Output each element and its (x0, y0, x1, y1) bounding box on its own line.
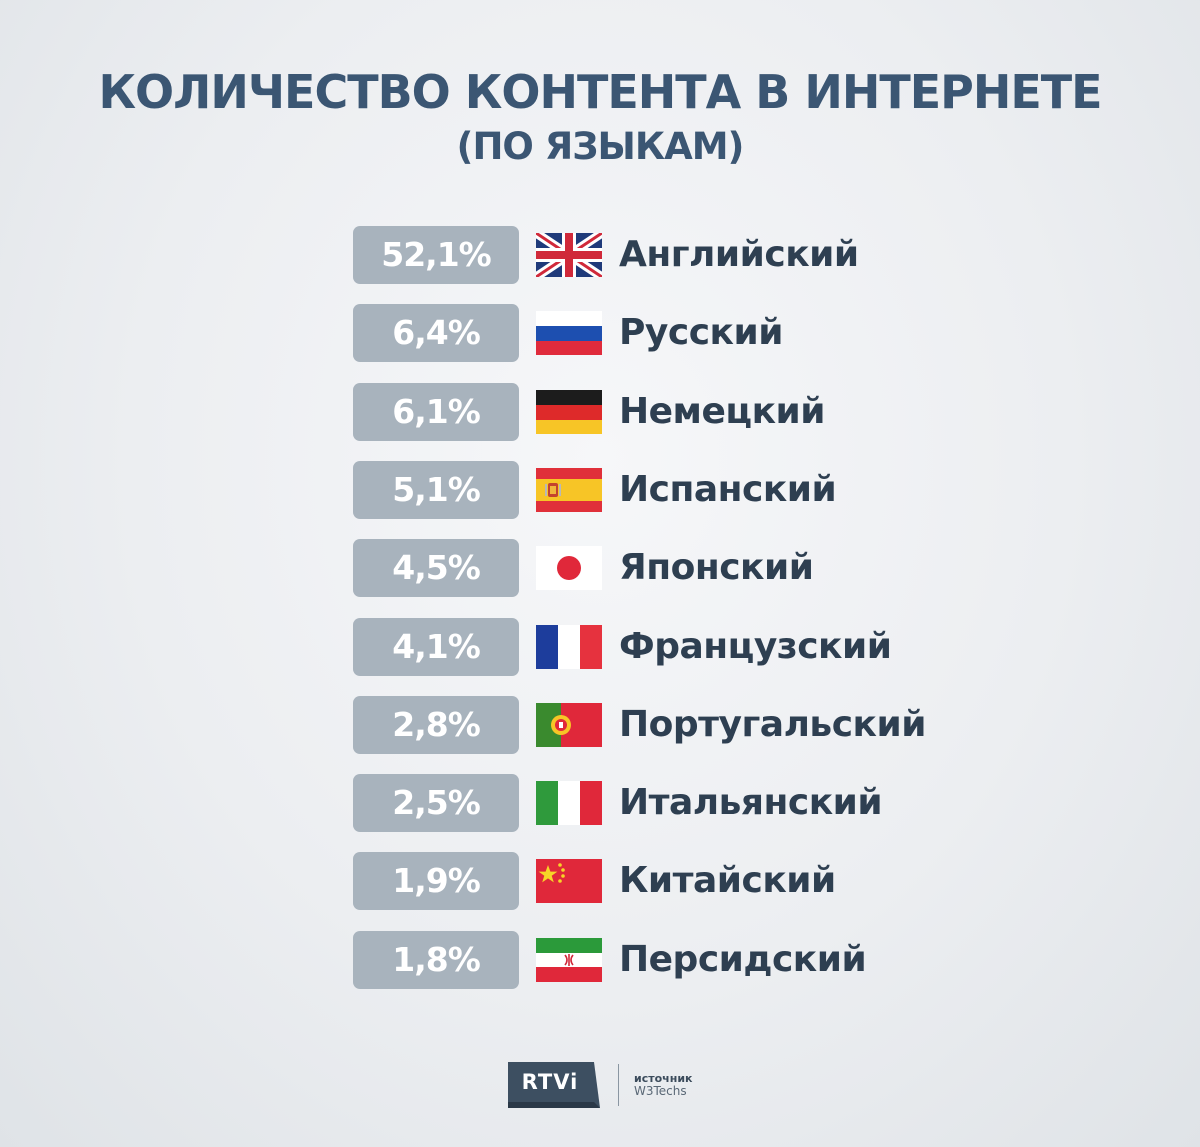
japan-flag-icon (536, 546, 602, 590)
uk-flag-icon (536, 233, 602, 277)
percent-badge: 1,9% (353, 852, 519, 910)
language-row: 1,8% Персидский (353, 931, 953, 989)
chart-subtitle: (ПО ЯЗЫКАМ) (456, 125, 745, 168)
language-label: Португальский (619, 704, 926, 745)
iran-flag-icon (536, 938, 602, 982)
germany-flag-icon (536, 390, 602, 434)
footer-divider (618, 1064, 619, 1106)
percent-badge: 2,5% (353, 774, 519, 832)
spain-flag-icon (536, 468, 602, 512)
russia-flag-icon (536, 311, 602, 355)
percent-badge: 52,1% (353, 226, 519, 284)
percent-badge: 5,1% (353, 461, 519, 519)
rtvi-logo: RTVi (508, 1062, 600, 1108)
portugal-flag-icon (536, 703, 602, 747)
percent-badge: 6,4% (353, 304, 519, 362)
language-row: 5,1% Испанский (353, 461, 953, 519)
rtvi-logo-shape (508, 1062, 600, 1108)
language-label: Английский (619, 234, 859, 275)
language-row: 6,4% Русский (353, 304, 953, 362)
percent-badge: 4,1% (353, 618, 519, 676)
language-label: Французский (619, 626, 892, 667)
language-label: Испанский (619, 469, 837, 510)
language-row: 4,1% Французский (353, 618, 953, 676)
language-row: 2,5% Итальянский (353, 774, 953, 832)
source-name: W3Techs (634, 1084, 687, 1098)
language-row: 2,8% Португальский (353, 696, 953, 754)
percent-badge: 6,1% (353, 383, 519, 441)
china-flag-icon (536, 859, 602, 903)
language-label: Немецкий (619, 391, 825, 432)
language-row: 52,1% Английский (353, 226, 953, 284)
source-label: источник (634, 1072, 693, 1085)
italy-flag-icon (536, 781, 602, 825)
language-label: Персидский (619, 939, 867, 980)
percent-badge: 4,5% (353, 539, 519, 597)
language-row: 1,9% Китайский (353, 852, 953, 910)
language-row: 6,1% Немецкий (353, 383, 953, 441)
footer: RTVi источник W3Techs (508, 1062, 708, 1108)
language-label: Русский (619, 312, 783, 353)
france-flag-icon (536, 625, 602, 669)
chart-title: КОЛИЧЕСТВО КОНТЕНТА В ИНТЕРНЕТЕ (98, 65, 1102, 119)
language-label: Китайский (619, 860, 836, 901)
percent-badge: 2,8% (353, 696, 519, 754)
language-label: Итальянский (619, 782, 883, 823)
language-row: 4,5% Японский (353, 539, 953, 597)
percent-badge: 1,8% (353, 931, 519, 989)
logo-text: RTVi (521, 1070, 579, 1094)
language-label: Японский (619, 547, 814, 588)
